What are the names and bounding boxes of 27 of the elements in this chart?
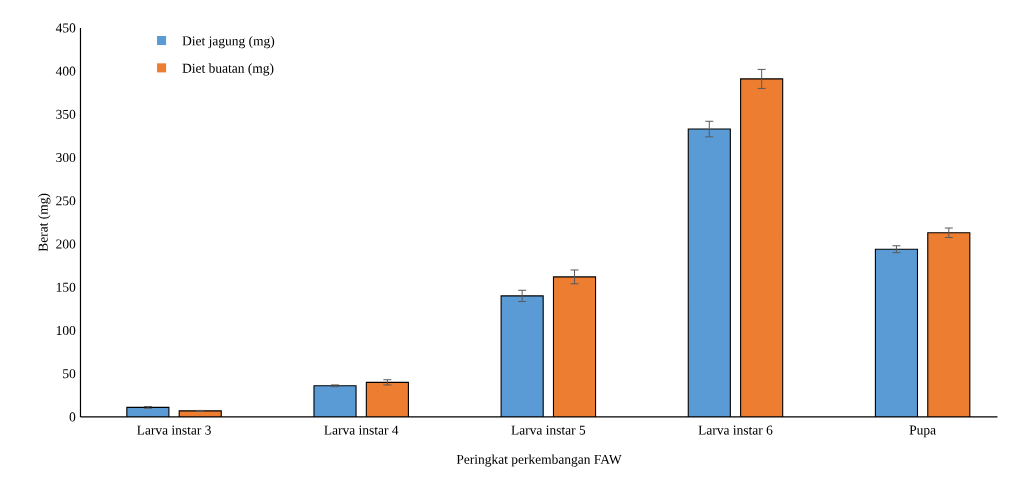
y-tick-label: 350 xyxy=(56,109,76,119)
x-axis-title: Peringkat perkembangan FAW xyxy=(456,454,622,467)
y-tick-label: 300 xyxy=(56,153,76,163)
bar xyxy=(740,78,783,417)
x-tick-label: Larva instar 4 xyxy=(324,425,399,435)
x-tick-label: Larva instar 5 xyxy=(511,425,586,435)
y-tick-label: 200 xyxy=(56,239,76,249)
bar xyxy=(688,129,731,417)
legend-label: Diet buatan (mg) xyxy=(182,63,274,76)
legend-label: Diet jagung (mg) xyxy=(182,35,275,49)
bar xyxy=(874,248,919,417)
y-tick-label: 250 xyxy=(56,196,76,206)
x-tick-label: Larva instar 3 xyxy=(137,425,211,435)
y-tick-label: 400 xyxy=(55,66,76,76)
y-tick-label: 0 xyxy=(69,412,76,422)
bar xyxy=(927,232,971,417)
x-tick-label: Larva instar 6 xyxy=(698,425,773,435)
bar xyxy=(366,382,409,417)
y-axis-title: Berat (mg) xyxy=(38,193,51,252)
bar xyxy=(313,385,357,417)
y-tick-label: 50 xyxy=(63,369,76,379)
y-tick-label: 450 xyxy=(55,23,76,33)
x-tick-label: Pupa xyxy=(909,425,936,438)
bar xyxy=(501,295,544,417)
y-tick-label: 150 xyxy=(56,282,76,292)
y-tick-label: 100 xyxy=(56,325,76,335)
bar xyxy=(553,276,596,417)
